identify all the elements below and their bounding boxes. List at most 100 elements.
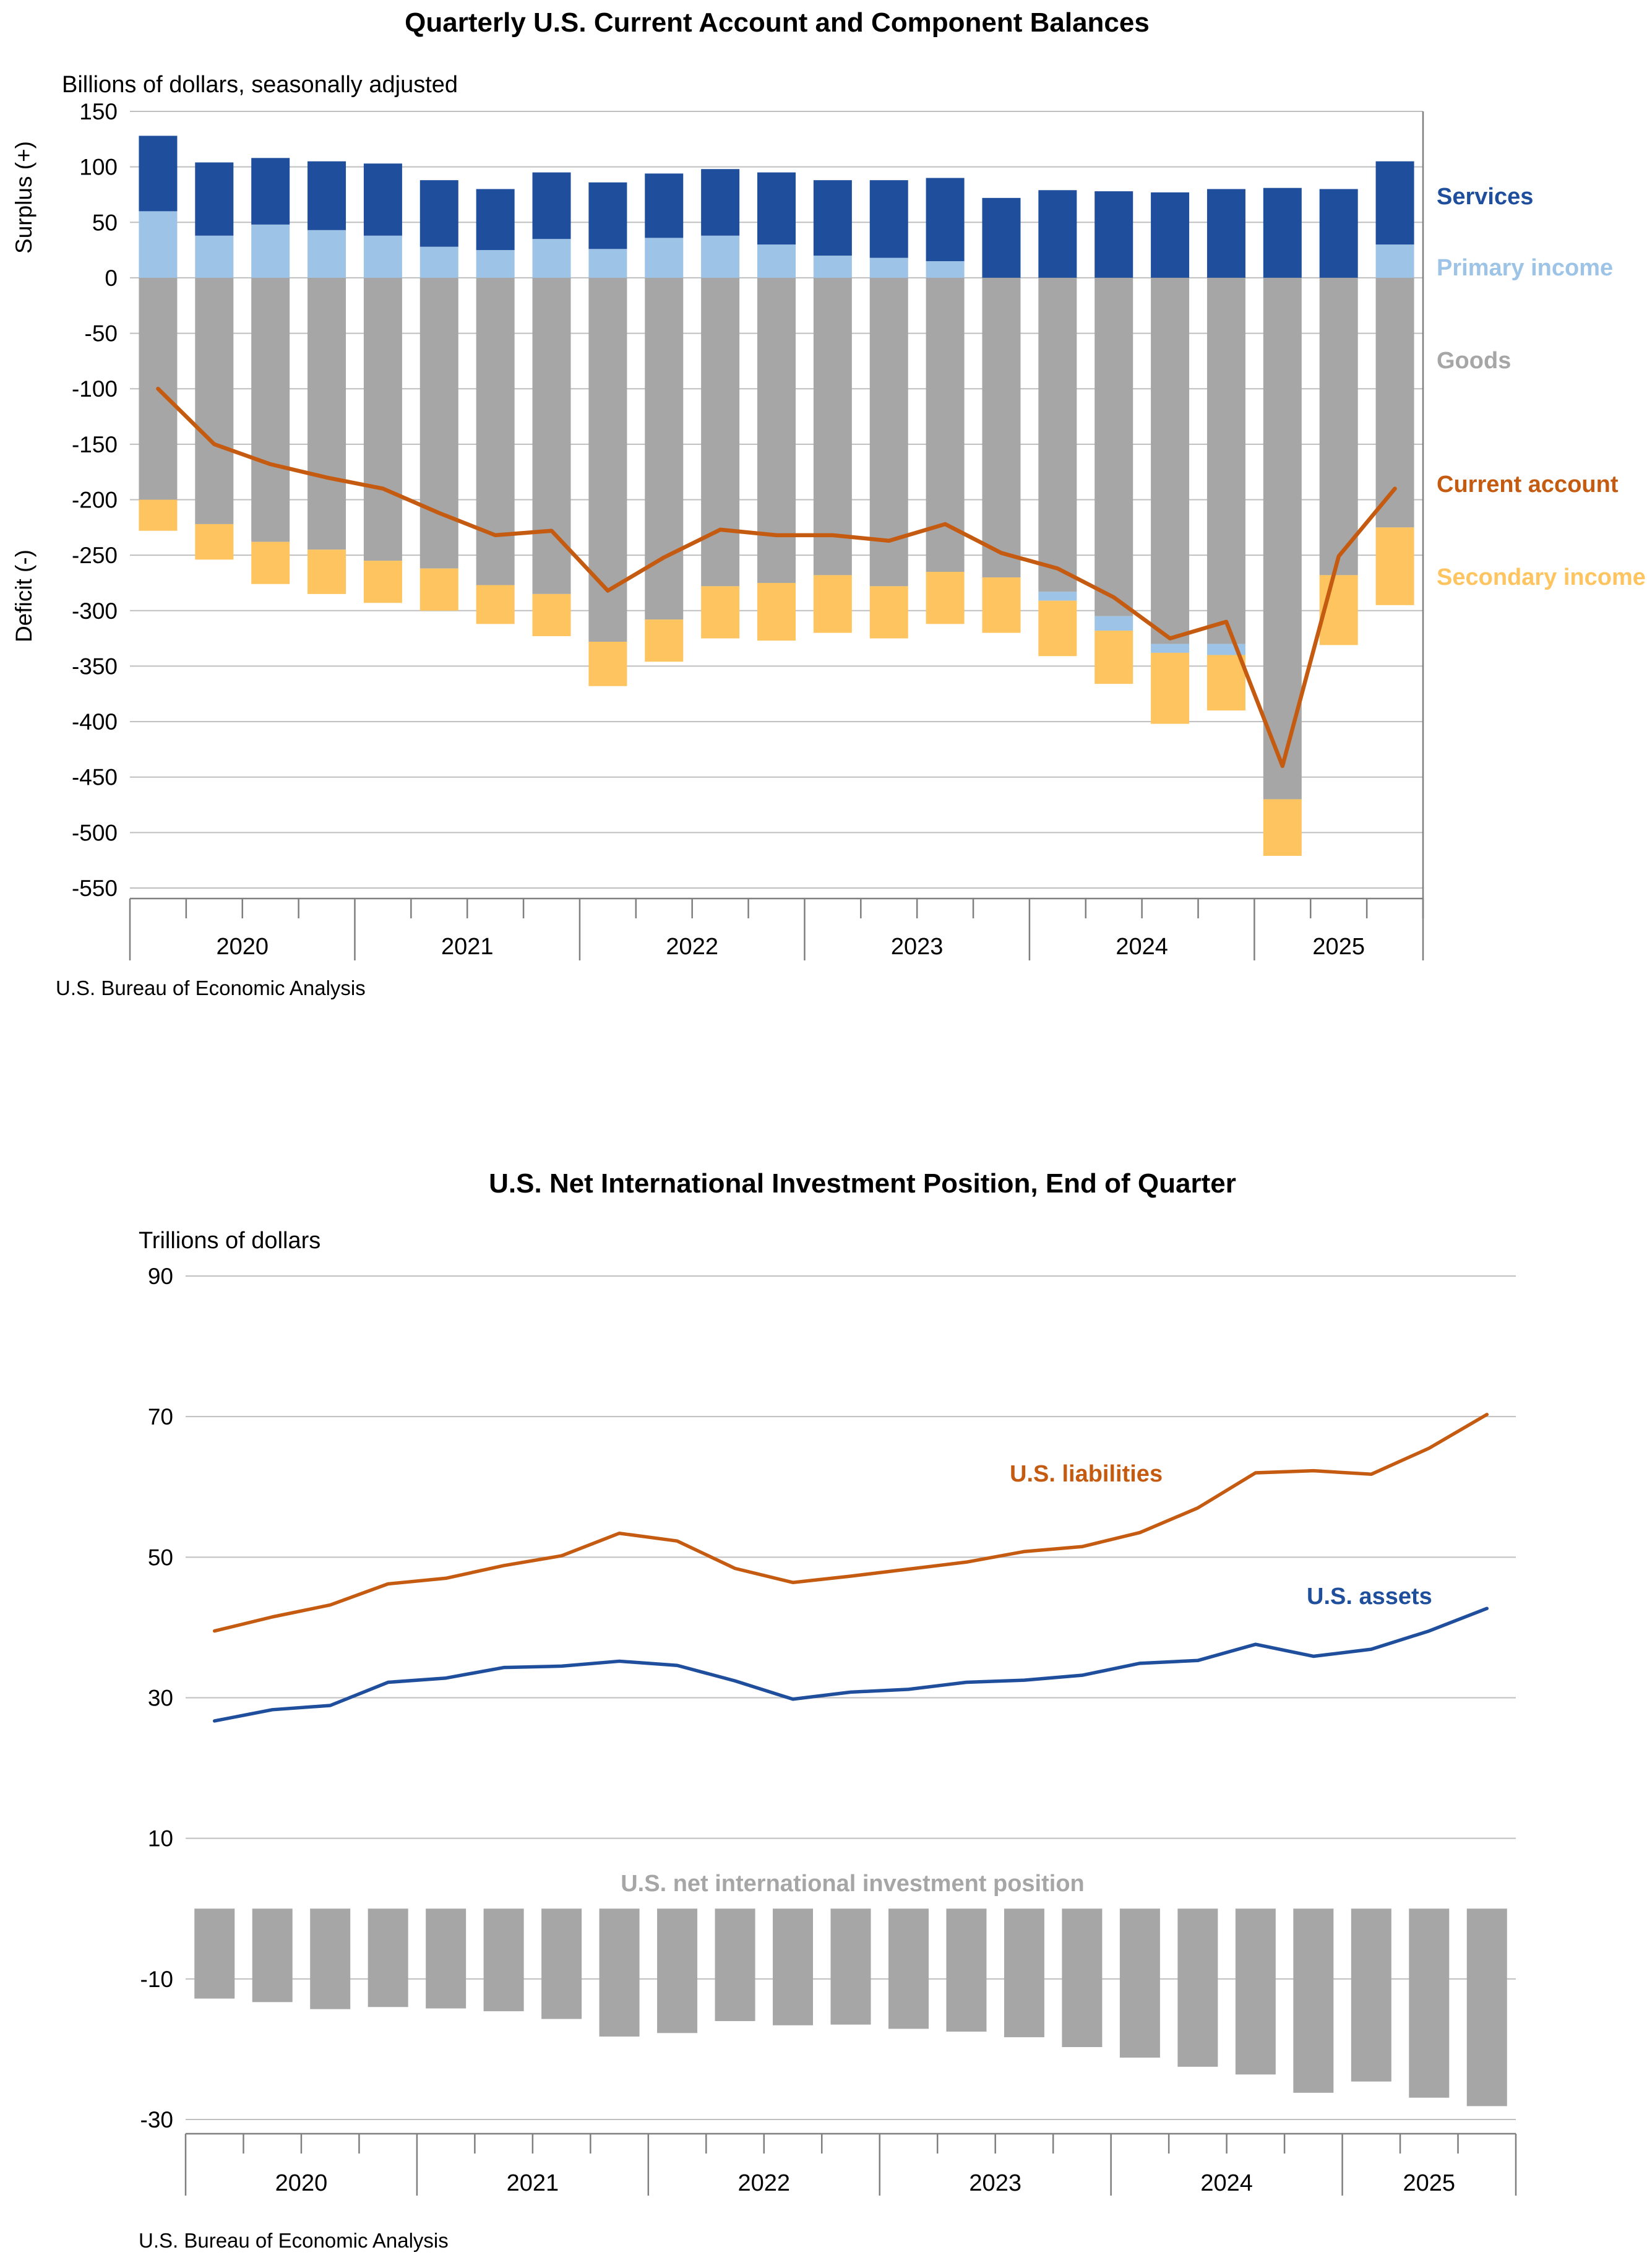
bar-segment-primary-income	[1038, 592, 1077, 601]
bar-segment-services	[645, 173, 684, 238]
bar-net-iip	[1004, 1908, 1044, 2038]
current-account-source: U.S. Bureau of Economic Analysis	[56, 977, 366, 999]
bar-net-iip	[541, 1908, 582, 2019]
bar-segment-primary-income	[419, 246, 458, 278]
bar-net-iip	[426, 1908, 467, 2009]
line-u-s-liabilities	[212, 1413, 1489, 1633]
series-label-net-iip: U.S. net international investment positi…	[621, 1871, 1085, 1897]
y-tick-label: 70	[148, 1404, 173, 1429]
bar-net-iip	[1351, 1908, 1391, 2082]
bar-segment-secondary-income	[1375, 527, 1414, 605]
bar-segment-services	[139, 136, 178, 212]
bar-segment-goods	[701, 277, 740, 587]
x-year-label: 2025	[1403, 2170, 1456, 2196]
x-year-label: 2021	[507, 2170, 559, 2196]
series-label-us-liabilities: U.S. liabilities	[1010, 1461, 1163, 1487]
x-year-label: 2023	[891, 934, 944, 960]
bar-segment-services	[926, 178, 965, 262]
surplus-axis-label: Surplus (+)	[11, 141, 37, 254]
bar-segment-secondary-income	[982, 577, 1021, 633]
bar-segment-services	[1038, 190, 1077, 278]
y-tick-label: -50	[85, 321, 118, 347]
iip-source: U.S. Bureau of Economic Analysis	[139, 2229, 449, 2252]
bar-segment-services	[476, 189, 515, 251]
bar-segment-primary-income	[1094, 616, 1133, 631]
bar-segment-secondary-income	[195, 524, 234, 560]
x-year-label: 2023	[969, 2170, 1021, 2196]
bar-segment-secondary-income	[757, 582, 796, 641]
bar-segment-primary-income	[307, 230, 346, 278]
bar-net-iip	[1409, 1908, 1450, 2098]
bar-segment-goods	[532, 277, 571, 594]
series-label-goods: Goods	[1437, 348, 1511, 374]
bar-net-iip	[194, 1908, 235, 1999]
bar-segment-services	[1263, 188, 1302, 278]
bar-net-iip	[252, 1908, 293, 2003]
bar-segment-primary-income	[251, 224, 290, 278]
bar-segment-secondary-income	[532, 593, 571, 637]
bar-segment-goods	[307, 277, 346, 550]
y-tick-label: 0	[105, 265, 118, 291]
bar-segment-goods	[419, 277, 458, 569]
x-year-label: 2020	[216, 934, 269, 960]
bar-segment-goods	[1206, 277, 1245, 644]
bar-segment-primary-income	[701, 235, 740, 278]
bar-segment-secondary-income	[363, 561, 402, 603]
bar-segment-primary-income	[645, 238, 684, 278]
bar-segment-services	[813, 180, 852, 256]
y-tick-label: 30	[148, 1686, 173, 1711]
current-account-chart: 150 100 50 0 -50 -100 -150 -200 -250 -300 -350 -400…	[72, 99, 1646, 960]
bar-segment-services	[307, 161, 346, 230]
series-label-secondary-income: Secondary income	[1437, 564, 1646, 590]
bar-segment-goods	[1038, 277, 1077, 592]
bar-segment-services	[419, 180, 458, 247]
y-tick-label: 10	[148, 1826, 173, 1852]
bar-segment-primary-income	[139, 211, 178, 278]
bar-segment-goods	[645, 277, 684, 620]
bar-segment-primary-income	[532, 239, 571, 278]
y-tick-label: -400	[72, 709, 118, 735]
bar-segment-primary-income	[926, 261, 965, 278]
bar-segment-secondary-income	[926, 572, 965, 624]
bar-segment-primary-income	[757, 244, 796, 278]
y-tick-label: -150	[72, 432, 118, 457]
y-tick-label: 150	[79, 99, 118, 124]
bar-net-iip	[483, 1908, 524, 2012]
y-tick-label: 100	[79, 155, 118, 180]
bar-segment-secondary-income	[307, 550, 346, 594]
bar-segment-primary-income	[476, 250, 515, 278]
bar-segment-primary-income	[1151, 644, 1190, 653]
bar-segment-services	[1206, 189, 1245, 278]
bar-net-iip	[830, 1908, 871, 2025]
bar-segment-services	[1375, 161, 1414, 245]
bar-segment-services	[701, 169, 740, 236]
bar-segment-services	[757, 172, 796, 245]
bar-segment-services	[1151, 192, 1190, 278]
bar-net-iip	[1466, 1908, 1507, 2106]
bar-segment-goods	[1151, 277, 1190, 644]
y-tick-label: -350	[72, 653, 118, 679]
x-year-label: 2022	[738, 2170, 791, 2196]
bar-net-iip	[1235, 1908, 1276, 2075]
x-year-label: 2024	[1200, 2170, 1253, 2196]
bar-net-iip	[1177, 1908, 1218, 2067]
y-tick-label: -550	[72, 876, 118, 901]
bar-segment-primary-income	[1375, 244, 1414, 278]
y-tick-label: 90	[148, 1264, 173, 1289]
x-year-label: 2024	[1116, 934, 1168, 960]
y-tick-label: -200	[72, 488, 118, 513]
bar-segment-primary-income	[363, 235, 402, 278]
bar-segment-goods	[476, 277, 515, 585]
y-tick-label: -100	[72, 376, 118, 402]
bar-net-iip	[657, 1908, 698, 2033]
bar-segment-secondary-income	[701, 586, 740, 639]
bar-segment-services	[363, 163, 402, 236]
iip-units-label: Trillions of dollars	[139, 1228, 321, 1254]
iip-chart-title: U.S. Net International Investment Positi…	[489, 1168, 1236, 1199]
bar-net-iip	[1293, 1908, 1334, 2093]
bar-segment-services	[195, 162, 234, 236]
bar-segment-secondary-income	[645, 619, 684, 662]
bar-segment-secondary-income	[1206, 655, 1245, 711]
bar-net-iip	[715, 1908, 755, 2021]
